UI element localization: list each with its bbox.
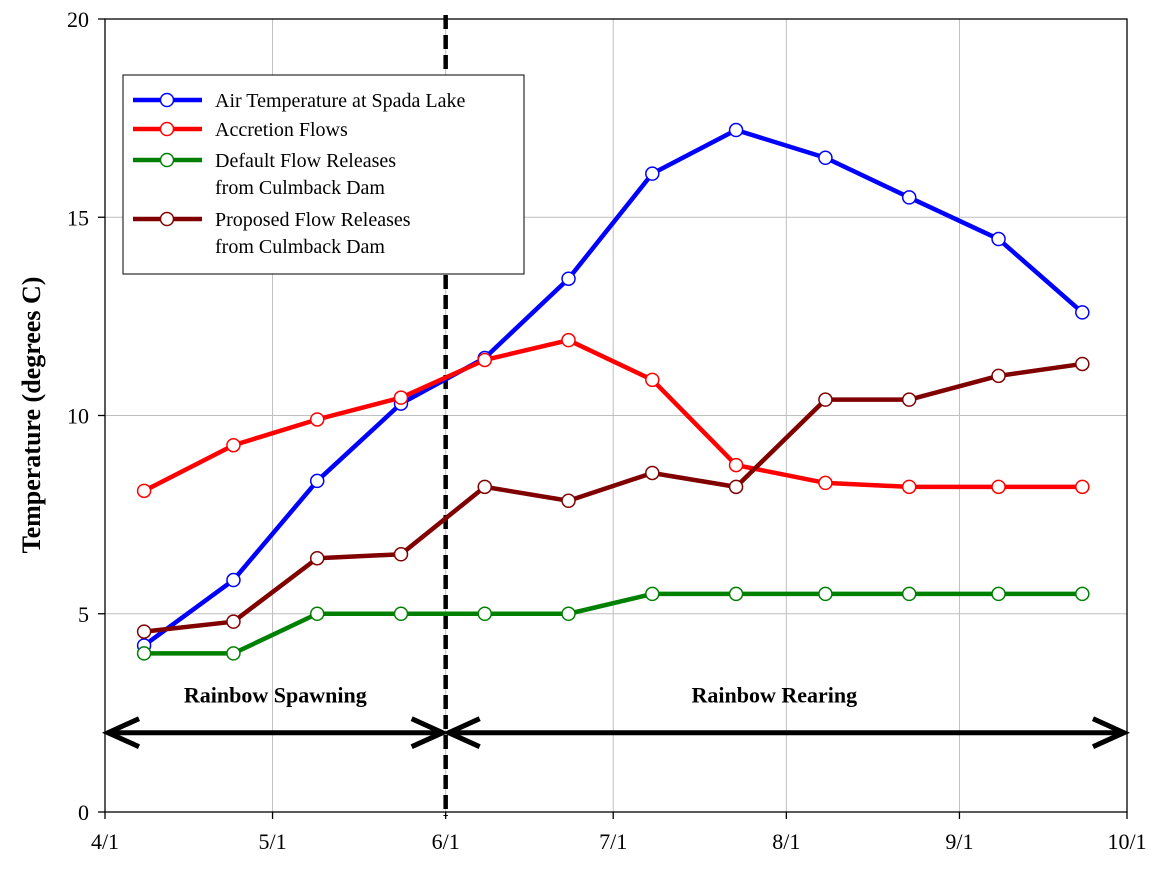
data-point xyxy=(901,586,917,602)
series-line xyxy=(144,591,1083,656)
data-point xyxy=(226,646,241,661)
data-point xyxy=(991,479,1006,495)
arrow-head-left xyxy=(442,716,481,749)
legend-item-label: Proposed Flow Releases from Culmback Dam xyxy=(215,209,411,258)
data-point xyxy=(728,122,744,138)
legend-item-label-line: from Culmback Dam xyxy=(215,236,385,258)
data-point xyxy=(136,483,152,499)
data-point xyxy=(226,614,241,629)
data-point xyxy=(477,606,493,621)
data-point xyxy=(645,166,660,181)
rearing-label: Rainbow Rearing xyxy=(692,683,858,708)
data-point xyxy=(645,586,660,602)
data-point xyxy=(728,457,744,473)
data-point xyxy=(393,390,409,405)
data-point xyxy=(561,493,576,508)
data-point xyxy=(991,231,1006,247)
data-point xyxy=(818,392,833,407)
legend-item-label-line: Accretion Flows xyxy=(215,119,348,141)
legend-item-label: Air Temperature at Spada Lake xyxy=(215,90,465,112)
annotation-layer: Rainbow Spawning Rainbow Rearing xyxy=(101,15,1131,816)
series-line xyxy=(143,337,1083,493)
data-point xyxy=(309,473,325,489)
y-axis-title: Temperature (degrees C) xyxy=(17,277,46,554)
data-point xyxy=(901,392,917,407)
x-tick-label: 6/1 xyxy=(432,829,460,854)
data-point xyxy=(645,465,660,481)
data-point xyxy=(309,412,325,427)
data-point xyxy=(818,150,833,166)
series-3 xyxy=(136,586,1090,661)
series-line xyxy=(142,127,1084,648)
data-point xyxy=(226,572,241,588)
legend-swatch-marker xyxy=(159,92,175,108)
legend-item-label-line: Air Temperature at Spada Lake xyxy=(215,90,465,112)
legend-item-label: Default Flow Releases from Culmback Dam xyxy=(215,150,396,199)
legend-item-label-line: from Culmback Dam xyxy=(215,177,385,199)
data-point xyxy=(901,190,917,205)
data-point xyxy=(477,352,493,368)
data-point xyxy=(901,479,917,495)
spawning-arrow xyxy=(101,716,449,749)
data-point xyxy=(477,479,493,495)
data-point xyxy=(1075,479,1090,495)
data-point xyxy=(728,479,744,495)
legend-item-label-line: Default Flow Releases xyxy=(215,150,396,172)
data-point xyxy=(226,437,241,453)
x-tick-label: 10/1 xyxy=(1107,829,1146,854)
data-point xyxy=(645,372,660,388)
data-point xyxy=(991,368,1006,384)
x-tick-label: 8/1 xyxy=(772,829,800,854)
data-point xyxy=(1075,356,1090,372)
y-tick-label: 15 xyxy=(67,205,89,230)
y-tick-label: 5 xyxy=(78,602,89,627)
legend: Air Temperature at Spada Lake Accretion F… xyxy=(122,74,525,275)
data-point xyxy=(561,271,576,286)
data-point xyxy=(991,586,1006,602)
data-point xyxy=(1075,305,1090,320)
y-tick-label: 10 xyxy=(67,404,89,429)
data-point xyxy=(818,475,833,491)
series-layer xyxy=(136,122,1090,661)
data-point xyxy=(728,586,744,602)
data-point xyxy=(818,586,833,602)
series-4 xyxy=(136,356,1090,639)
series-2 xyxy=(136,332,1090,499)
series-line xyxy=(143,361,1083,634)
y-tick-label: 0 xyxy=(78,800,89,825)
data-point xyxy=(1075,586,1090,602)
legend-item-label: Accretion Flows xyxy=(215,119,348,141)
legend-box xyxy=(122,74,525,275)
x-tick-label: 4/1 xyxy=(91,829,119,854)
legend-swatch-marker xyxy=(159,211,175,227)
arrow-head-left xyxy=(101,716,141,749)
x-tick-label: 9/1 xyxy=(945,829,973,854)
data-point xyxy=(393,547,409,562)
x-tick-label: 5/1 xyxy=(258,829,286,854)
legend-swatch-marker xyxy=(159,152,175,168)
data-point xyxy=(136,646,152,661)
legend-swatch-marker xyxy=(159,121,175,137)
data-point xyxy=(393,606,409,621)
rearing-arrow xyxy=(442,716,1131,749)
data-point xyxy=(561,606,576,621)
axis-layer: 0 5 10 15 20 4/1 5/1 6/1 7/1 8/1 9/1 10/1 xyxy=(67,7,1147,854)
x-tick-label: 7/1 xyxy=(599,829,627,854)
data-point xyxy=(309,550,325,566)
arrow-head-right xyxy=(1091,716,1131,749)
data-point xyxy=(309,606,325,621)
legend-item-label-line: Proposed Flow Releases xyxy=(215,209,411,231)
y-tick-label: 20 xyxy=(67,7,89,32)
spawning-label: Rainbow Spawning xyxy=(184,683,367,708)
data-point xyxy=(136,624,152,639)
data-point xyxy=(561,332,576,348)
